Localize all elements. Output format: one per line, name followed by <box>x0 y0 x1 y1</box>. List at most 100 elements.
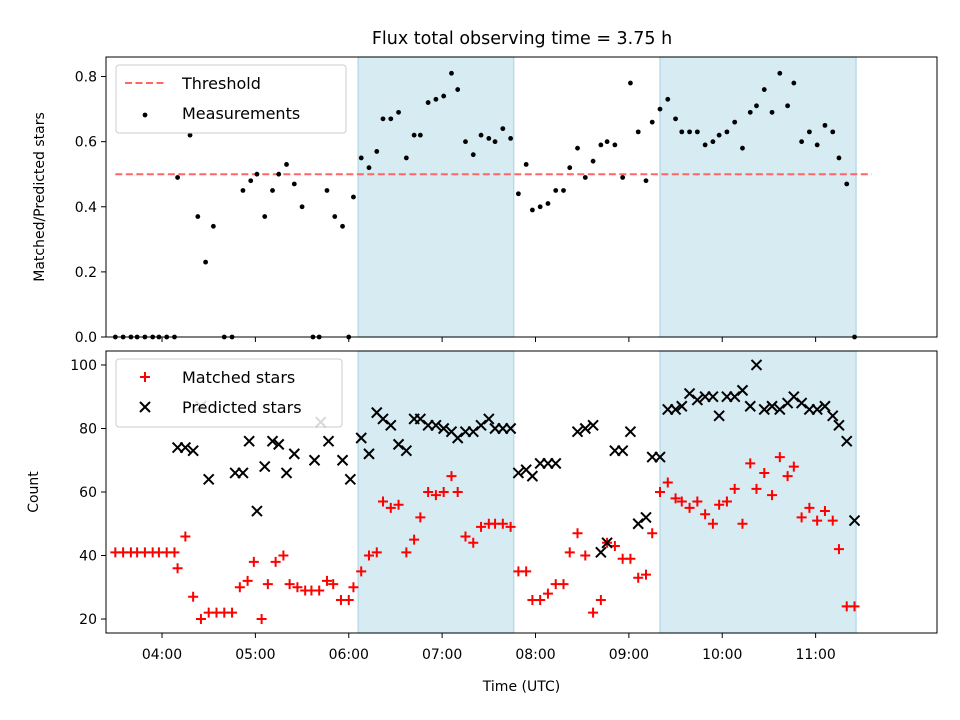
matched-star-point <box>788 461 799 472</box>
matched-star-point <box>595 594 606 605</box>
predicted-star-point <box>587 419 599 432</box>
predicted-star-point <box>758 403 770 416</box>
measurement-point <box>791 80 797 86</box>
measurement-point <box>665 96 671 102</box>
matched-star-point <box>655 487 665 497</box>
x-tick-label: 09:00 <box>609 647 649 663</box>
measurement-point <box>673 116 678 122</box>
legend-box <box>115 64 347 134</box>
predicted-star-point <box>344 473 357 486</box>
measurement-point <box>769 109 775 115</box>
matched-star-point <box>423 487 434 497</box>
predicted-star-point <box>774 403 786 416</box>
matched-star-point <box>812 515 823 526</box>
predicted-star-point <box>811 403 823 416</box>
matched-star-point <box>721 496 732 507</box>
matched-star-point <box>284 579 295 590</box>
matched-star-point <box>256 614 267 625</box>
predicted-star-point <box>595 546 607 559</box>
measurement-point <box>598 142 604 148</box>
measurement-point <box>649 119 655 125</box>
measurement-point <box>710 139 716 145</box>
predicted-star-point <box>512 467 525 479</box>
x-tick-label: 08:00 <box>515 647 555 663</box>
measurement-point <box>463 139 468 145</box>
measurement-point <box>561 188 566 193</box>
predicted-star-point <box>288 448 301 460</box>
matched-star-point <box>774 452 785 463</box>
matched-star-point <box>729 483 740 494</box>
measurement-point <box>210 223 216 229</box>
measurement-point <box>523 162 529 167</box>
measurement-point <box>396 109 401 115</box>
matched-star-point <box>378 496 388 507</box>
matched-star-point <box>385 502 396 513</box>
matched-star-point <box>314 585 325 596</box>
matched-star-point <box>588 607 599 618</box>
x-tick-label: 07:00 <box>422 647 462 663</box>
measurement-point <box>754 103 759 109</box>
predicted-star-point <box>788 391 800 403</box>
matched-star-point <box>393 499 404 510</box>
measurement-point <box>417 132 423 138</box>
measurement-point <box>276 171 282 177</box>
predicted-star-point <box>550 457 562 470</box>
predicted-star-point <box>414 413 427 425</box>
measurement-point <box>679 129 685 135</box>
figure-title: Flux total observing time = 3.75 h <box>372 29 672 49</box>
matched-star-point <box>535 594 546 605</box>
measurement-point <box>195 214 201 219</box>
matched-star-point <box>833 544 844 555</box>
measurement-point <box>248 178 254 184</box>
measurement-point <box>411 132 417 138</box>
matched-star-point <box>292 582 303 593</box>
predicted-star-point <box>736 384 749 397</box>
y-tick-label: 80 <box>79 421 97 437</box>
predicted-star-point <box>451 432 464 444</box>
y-tick-label: 0.8 <box>75 70 97 86</box>
measurement-point <box>441 93 447 99</box>
matched-star-point <box>278 550 289 561</box>
predicted-star-point <box>833 419 845 432</box>
matched-star-point <box>572 528 583 539</box>
legend-box <box>115 358 343 428</box>
y-tick-label: 20 <box>79 612 97 628</box>
matched-star-point <box>804 502 815 513</box>
matched-star-point <box>234 582 245 593</box>
matched-star-point <box>714 499 725 510</box>
predicted-star-point <box>616 445 629 457</box>
predicted-star-point <box>392 438 405 451</box>
predicted-star-point <box>385 419 397 432</box>
matched-star-point <box>371 547 382 558</box>
matched-star-point <box>700 509 711 520</box>
measurement-point <box>449 70 454 76</box>
predicted-star-point <box>676 400 688 412</box>
predicted-star-point <box>237 467 249 479</box>
measurement-point <box>455 87 461 92</box>
matched-star-point <box>452 487 463 497</box>
measurement-point <box>740 145 745 151</box>
measurement-point <box>358 155 364 161</box>
measurement-point <box>529 207 535 213</box>
matched-star-point <box>767 490 778 501</box>
y-tick-label: 0.6 <box>75 135 97 151</box>
measurement-point <box>500 126 506 132</box>
measurement-point <box>844 181 850 187</box>
predicted-star-point <box>750 359 763 371</box>
measurement-point <box>425 100 431 105</box>
measurement-point <box>351 194 356 200</box>
predicted-star-point <box>841 435 853 447</box>
predicted-star-point <box>601 537 613 549</box>
matched-star-point <box>227 607 238 618</box>
matched-star-point <box>625 553 636 564</box>
predicted-star-point <box>819 400 831 412</box>
matched-star-point <box>328 579 339 590</box>
matched-star-point <box>242 575 253 586</box>
predicted-star-point <box>187 445 199 457</box>
x-tick-label: 11:00 <box>795 647 835 663</box>
matched-star-point <box>401 547 412 558</box>
x-tick-label: 10:00 <box>702 647 742 663</box>
predicted-star-point <box>579 422 592 435</box>
x-axis-label: Time (UTC) <box>482 679 560 695</box>
measurement-point <box>604 139 610 145</box>
